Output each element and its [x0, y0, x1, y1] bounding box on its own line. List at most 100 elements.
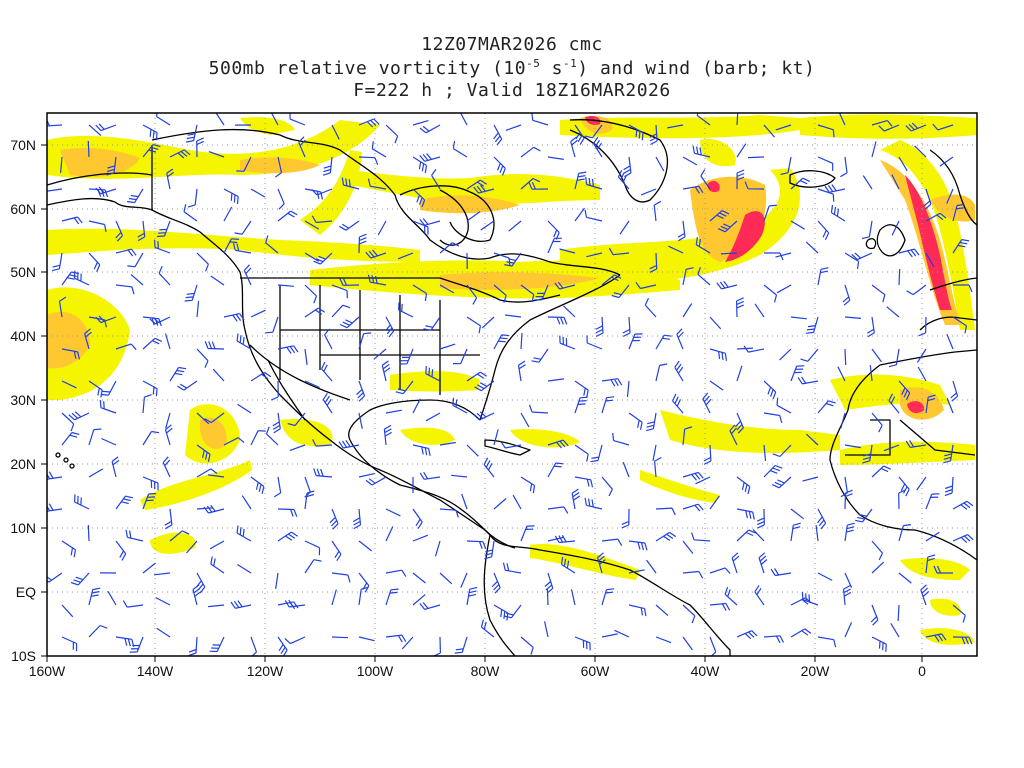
wind-barb [196, 444, 211, 462]
wind-barb [169, 149, 191, 159]
wind-barb [277, 188, 285, 210]
wind-barb [265, 316, 279, 334]
wind-barb [897, 604, 900, 622]
wind-barb [645, 412, 657, 432]
wind-barb [775, 252, 792, 258]
wind-barb [696, 113, 711, 126]
wind-barb [622, 461, 630, 478]
wind-barb [483, 457, 495, 478]
wind-barb [493, 334, 510, 350]
wind-barb [304, 220, 320, 230]
wind-barb [916, 348, 927, 363]
wind-barb [584, 209, 603, 222]
wind-barb [520, 525, 535, 542]
wind-barb [677, 220, 686, 242]
wind-barb [952, 203, 965, 222]
wind-barb [341, 177, 360, 190]
wind-barb [805, 433, 819, 446]
wind-barb [321, 361, 333, 382]
wind-barb [373, 348, 387, 360]
wind-barb [700, 169, 711, 190]
wind-barb [196, 137, 204, 158]
wind-barb [196, 348, 209, 368]
wind-barb [560, 556, 576, 574]
wind-barb [100, 380, 117, 396]
wind-barb [743, 345, 765, 353]
wind-barb [763, 444, 767, 461]
map-frame [46, 112, 978, 657]
wind-barb [439, 572, 453, 585]
wind-barb [925, 394, 936, 414]
wind-barb [203, 504, 225, 514]
wind-barb [508, 220, 522, 232]
wind-barb [871, 412, 883, 433]
wind-barb [338, 440, 360, 449]
wind-barb [817, 188, 835, 202]
wind-barb [731, 552, 740, 574]
wind-barb [898, 156, 908, 172]
wind-barb [866, 316, 875, 338]
wind-barb [270, 380, 279, 401]
map-title-line-1: 12Z07MAR2026 cmc [421, 34, 603, 55]
wind-barb [397, 252, 414, 260]
wind-barb [401, 636, 414, 650]
wind-barb [209, 636, 225, 653]
wind-barb [459, 113, 468, 126]
wind-barb [805, 316, 819, 334]
wind-barb [574, 124, 585, 145]
wind-barb [287, 412, 306, 427]
wind-barb [47, 119, 63, 127]
wind-barb [412, 572, 426, 584]
wind-barb [779, 348, 792, 361]
wind-barb [204, 412, 225, 424]
wind-barb [61, 636, 78, 652]
wind-barb [682, 185, 704, 194]
wind-barb [398, 302, 414, 318]
wind-barb [493, 156, 506, 176]
wind-barb [358, 586, 369, 606]
wind-barb [720, 252, 738, 255]
wind-barb [619, 220, 630, 235]
wind-barb [758, 552, 768, 574]
wind-barb [47, 188, 63, 192]
wind-barb [236, 156, 252, 172]
wind-barb [209, 540, 225, 550]
wind-barb [419, 471, 441, 480]
wind-barb [425, 366, 441, 382]
wind-barb [952, 636, 973, 645]
wind-barb [237, 563, 252, 574]
wind-barb [142, 476, 159, 491]
wind-barb [925, 252, 935, 268]
wind-barb [185, 124, 198, 143]
wind-barb [520, 412, 530, 428]
wind-barb [601, 274, 622, 286]
wind-barb [439, 284, 455, 294]
wind-barb [817, 508, 827, 530]
wind-barb [736, 143, 747, 158]
wind-barb [87, 524, 90, 542]
wind-barb [871, 540, 884, 561]
wind-barb [574, 444, 589, 462]
wind-barb [520, 146, 541, 158]
wind-barb [500, 441, 522, 449]
wind-barb [383, 424, 392, 446]
wind-barb [107, 590, 117, 606]
wind-barb [466, 284, 478, 305]
wind-barb [520, 284, 535, 303]
wind-barb [682, 471, 704, 481]
wind-barb [925, 531, 940, 542]
wind-barb [574, 396, 588, 414]
wind-barb [888, 348, 900, 368]
wind-barb [763, 412, 783, 424]
wind-barb [196, 572, 206, 594]
wind-barb [891, 174, 900, 190]
wind-barb [531, 113, 549, 126]
wind-barb [331, 540, 342, 562]
wind-barb [466, 371, 488, 382]
wind-barb [878, 124, 900, 132]
wind-barb [474, 380, 495, 392]
wind-barb [756, 508, 765, 529]
wind-barb [790, 316, 807, 320]
wind-barb [916, 476, 927, 491]
